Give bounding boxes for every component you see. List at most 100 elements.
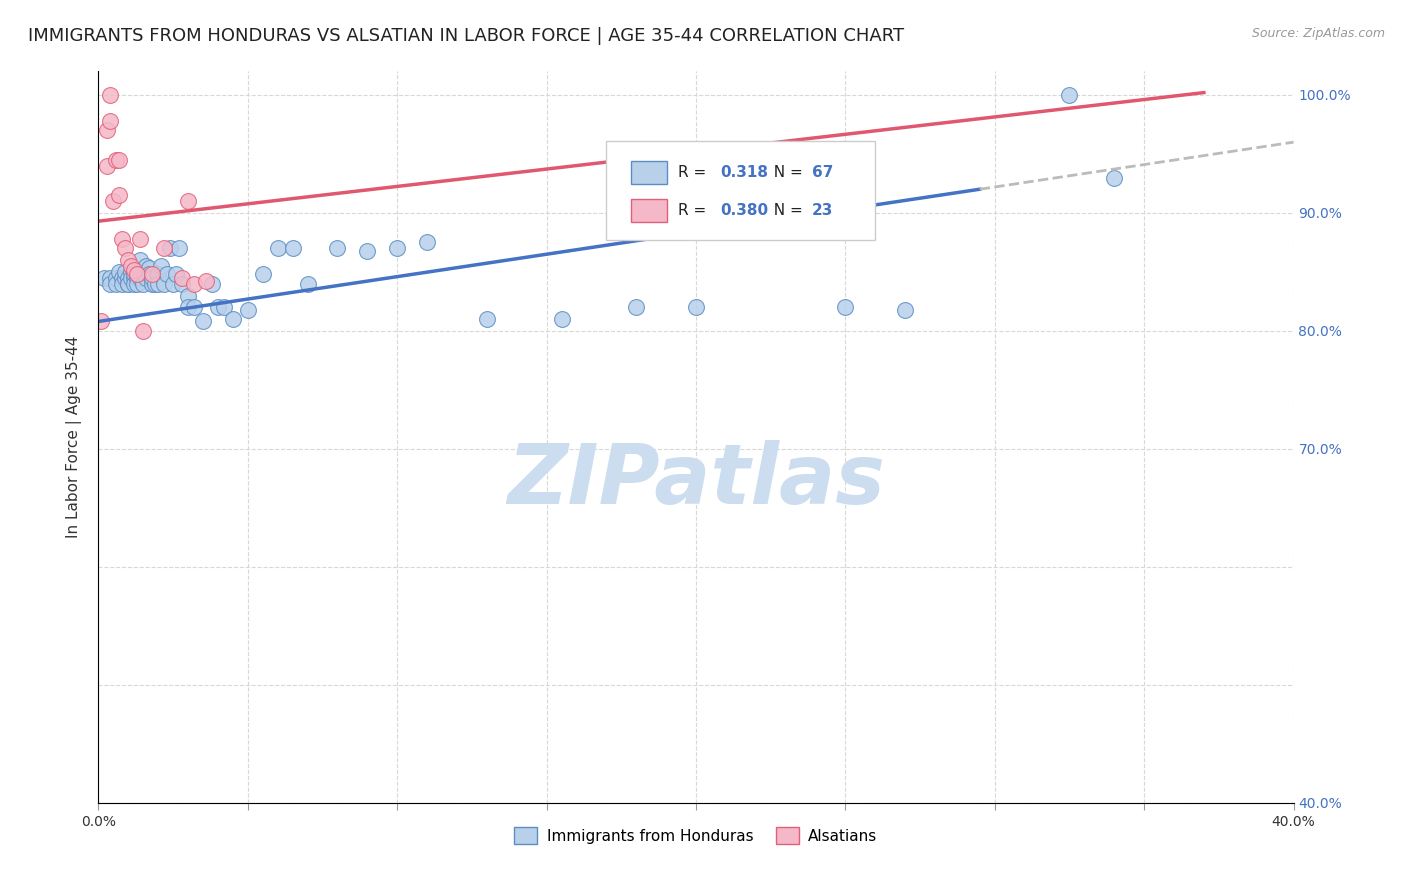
Point [172,270,194,285]
Point [98,114,122,128]
Point [550,312,572,326]
Point [297,277,319,291]
Point [127,267,149,281]
Point [132,324,155,338]
Point [127,277,149,291]
Point [98,277,122,291]
Text: R =: R = [678,165,711,180]
Point [135,259,157,273]
Point [111,232,134,246]
Point [105,270,128,285]
Point [96,159,118,173]
Text: Source: ZipAtlas.com: Source: ZipAtlas.com [1251,27,1385,40]
Point [111,277,134,291]
Point [129,270,152,285]
Point [138,267,160,281]
Point [183,277,205,291]
Text: ZIPatlas: ZIPatlas [508,441,884,522]
Point [138,261,160,276]
Point [159,241,181,255]
Point [124,267,146,281]
Point [98,270,122,285]
Point [475,312,498,326]
Point [1059,87,1081,102]
Point [207,301,229,315]
Point [108,188,131,202]
Point [177,301,200,315]
Point [236,302,259,317]
Point [222,312,245,326]
Point [90,314,112,328]
Text: N =: N = [763,202,807,218]
Point [385,241,409,255]
Point [165,267,187,281]
Point [141,270,163,285]
Point [120,265,142,279]
Point [117,277,139,291]
Text: 0.318: 0.318 [720,165,768,180]
Point [108,153,131,167]
Point [626,301,648,315]
Point [108,265,131,279]
Point [114,241,136,255]
Point [120,270,142,285]
Point [162,277,184,291]
Point [111,270,134,285]
Point [105,153,128,167]
Point [114,270,136,285]
Point [117,253,139,268]
Text: 23: 23 [811,202,834,218]
Point [141,277,163,291]
Point [143,277,166,291]
Point [135,270,157,285]
Point [96,123,118,137]
Text: N =: N = [763,165,807,180]
Point [141,267,163,281]
Point [129,232,152,246]
Point [326,241,349,255]
FancyBboxPatch shape [631,199,668,222]
Text: 67: 67 [811,165,834,180]
Point [105,277,128,291]
Point [127,270,149,285]
Point [281,241,304,255]
Point [148,277,170,291]
Point [183,301,205,315]
Point [1104,170,1126,185]
Point [132,265,155,279]
Point [212,301,235,315]
Point [124,262,146,277]
Point [150,259,173,273]
Point [167,241,190,255]
Point [416,235,439,250]
Point [153,241,176,255]
Point [148,267,170,281]
Point [356,244,378,258]
Point [132,277,155,291]
Text: 0.380: 0.380 [720,202,768,218]
Point [267,241,290,255]
Point [93,270,115,285]
Point [177,288,200,302]
Point [98,87,122,102]
Point [127,267,149,281]
Text: IMMIGRANTS FROM HONDURAS VS ALSATIAN IN LABOR FORCE | AGE 35-44 CORRELATION CHAR: IMMIGRANTS FROM HONDURAS VS ALSATIAN IN … [28,27,904,45]
Point [685,301,707,315]
Point [252,267,274,281]
Text: R =: R = [678,202,711,218]
Point [120,259,142,273]
Point [117,270,139,285]
Point [114,265,136,279]
Point [191,314,214,328]
Legend: Immigrants from Honduras, Alsatians: Immigrants from Honduras, Alsatians [509,822,883,850]
Point [156,267,179,281]
Y-axis label: In Labor Force | Age 35-44: In Labor Force | Age 35-44 [66,336,83,538]
Point [834,301,856,315]
Point [177,194,200,208]
Point [124,277,146,291]
Point [117,277,139,291]
Point [172,277,194,291]
Point [124,270,146,285]
Point [103,194,125,208]
Point [195,274,218,288]
